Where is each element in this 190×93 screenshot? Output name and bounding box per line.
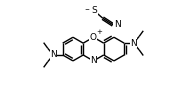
Text: S: S [92, 7, 97, 16]
Text: $^{-}$: $^{-}$ [85, 6, 91, 15]
Text: N: N [50, 50, 57, 60]
Text: N: N [114, 20, 120, 29]
Text: O: O [90, 33, 97, 42]
Text: N: N [90, 56, 97, 65]
Text: N: N [130, 39, 137, 48]
Text: +: + [97, 29, 102, 35]
